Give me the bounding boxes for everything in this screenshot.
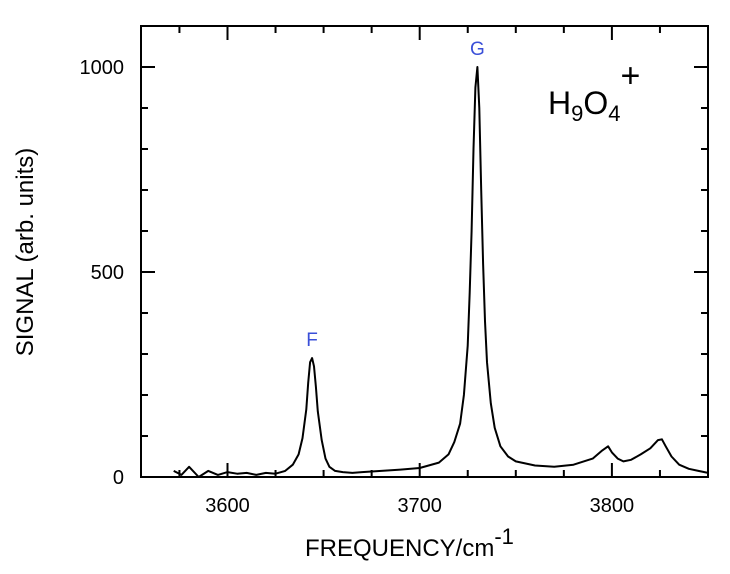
- y-axis-title: SIGNAL (arb. units): [12, 148, 39, 357]
- species-label: H9O4+: [548, 57, 640, 126]
- y-tick-label: 1000: [80, 57, 125, 79]
- y-tick-label: 500: [91, 262, 124, 284]
- peak-label-g: G: [470, 39, 485, 60]
- plot-frame: [140, 25, 709, 478]
- axis-ticks: [141, 25, 709, 478]
- x-tick-label: 3800: [590, 495, 635, 517]
- y-tick-label: 0: [113, 467, 124, 489]
- series-line: [173, 66, 709, 478]
- x-tick-label: 3600: [205, 495, 250, 517]
- x-axis-title: FREQUENCY/cm-1: [305, 524, 514, 562]
- axis-tick-labels: 3600 3700 3800 0 500 1000: [80, 57, 635, 517]
- peak-label-f: F: [306, 330, 318, 351]
- x-tick-label: 3700: [397, 495, 442, 517]
- peak-labels: FG: [306, 39, 484, 351]
